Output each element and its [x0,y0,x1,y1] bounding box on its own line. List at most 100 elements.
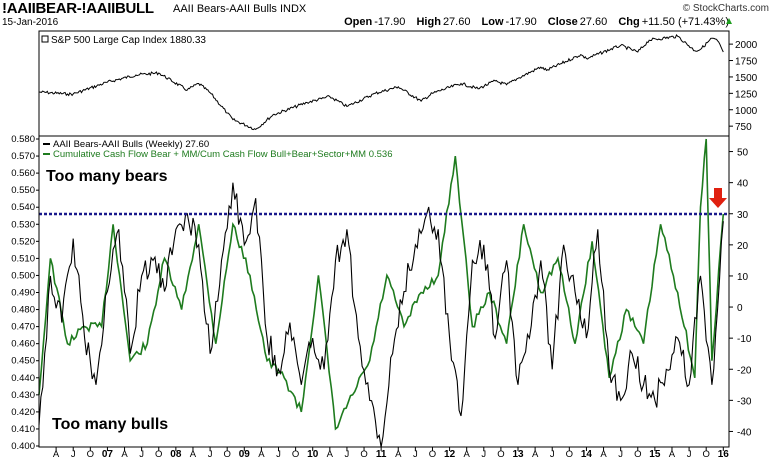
x-tick-label: 13 [512,449,524,460]
top-y-tick-label: 2000 [735,40,758,51]
annotation-too-many-bulls: Too many bulls [52,416,168,433]
sp500-panel: 750 1000 1250 1500 1750 2000 S&P 500 Large Cap… [38,33,758,133]
top-y-tick-label: 750 [735,122,752,133]
x-tick-label: O [360,449,367,460]
x-tick-label: J [550,449,555,460]
x-tick-label: J [208,449,213,460]
right-y-tick-label: -30 [737,396,752,407]
x-tick-label: J [687,449,692,460]
bottom-panel-frame [38,135,730,448]
left-y-tick-label: 0.450 [11,356,35,367]
x-tick-label: A [600,449,607,460]
x-tick-label: 15 [649,449,661,460]
x-tick-label: O [87,449,94,460]
top-y-tick-label: 1750 [735,57,758,68]
x-tick-label: 09 [239,449,251,460]
x-tick-label: A [190,449,197,460]
copyright-label[interactable]: © StockCharts.com [682,3,769,14]
left-y-tick-label: 0.520 [11,236,35,247]
x-tick-label: A [464,449,471,460]
x-tick-label: 11 [376,449,387,460]
x-tick-label: J [139,449,144,460]
right-y-tick-label: -10 [737,334,752,345]
left-y-tick-label: 0.570 [11,151,35,162]
x-tick-label: 12 [444,449,456,460]
x-tick-label: O [429,449,436,460]
right-y-tick-label: -40 [737,427,752,438]
x-tick-label: A [258,449,265,460]
open-label: Open [344,16,373,28]
chart-symbol-title: !AAIIBEAR-!AAIIBULL [2,0,154,17]
right-y-tick-label: -20 [737,365,752,376]
x-tick-label: 10 [307,449,319,460]
close-value: 27.60 [579,16,608,28]
x-tick-label: A [532,449,539,460]
close-label: Close [547,16,578,28]
left-y-tick-label: 0.550 [11,185,35,196]
sp500-series-line [38,33,724,131]
x-tick-label: J [71,449,76,460]
x-tick-label: A [669,449,676,460]
right-y-tick-label: 40 [737,179,749,190]
low-value: -17.90 [505,16,537,28]
cash-flow-series-line [38,138,725,431]
x-tick-label: J [413,449,418,460]
ohlc-readout: Open -17.90 High 27.60 Low -17.90 Close 27.6… [344,16,737,28]
left-y-tick-label: 0.410 [11,424,35,435]
x-tick-label: 16 [718,449,730,460]
left-y-tick-label: 0.560 [11,168,35,179]
high-label: High [416,16,441,28]
low-label: Low [481,16,504,28]
x-tick-label: 08 [170,449,182,460]
x-tick-label: J [481,449,486,460]
left-y-tick-label: 0.580 [11,134,35,145]
top-legend-swatch [41,35,49,43]
chg-value: +11.50 (+71.43%) [641,16,729,28]
left-y-tick-label: 0.470 [11,322,35,333]
x-tick-label: O [566,449,573,460]
top-y-tick-label: 1500 [735,73,758,84]
right-y-tick-label: 0 [737,303,743,314]
open-value: -17.90 [374,16,406,28]
x-tick-label: 07 [102,449,114,460]
top-y-tick-label: 1000 [735,106,758,117]
left-y-tick-label: 0.490 [11,288,35,299]
x-tick-label: A [53,449,60,460]
x-tick-label: A [395,449,402,460]
chart-description: AAII Bears-AAII Bulls INDX [173,3,307,15]
x-tick-label: J [345,449,350,460]
x-tick-label: O [292,449,299,460]
red-down-arrow-icon [709,188,727,209]
left-y-tick-label: 0.510 [11,253,35,264]
right-y-tick-label: 10 [737,272,749,283]
right-y-tick-label: 20 [737,241,749,252]
top-y-tick-label: 1250 [735,89,758,100]
x-tick-label: O [497,449,504,460]
left-y-tick-label: 0.420 [11,407,35,418]
top-legend-entry: S&P 500 Large Cap Index 1880.33 [51,35,206,46]
high-value: 27.60 [442,16,471,28]
right-y-tick-label: 50 [737,148,749,159]
x-tick-label: A [327,449,334,460]
chg-label: Chg [618,16,640,28]
right-y-tick-label: 30 [737,210,749,221]
legend-entry: AAII Bears-AAII Bulls (Weekly) 27.60 [53,139,209,150]
left-y-tick-label: 0.480 [11,305,35,316]
chart-date: 15-Jan-2016 [2,17,59,28]
x-tick-label: O [223,449,230,460]
x-tick-label: O [702,449,709,460]
left-y-tick-label: 0.400 [11,441,35,452]
bears-bulls-series-line [38,182,724,448]
x-tick-label: J [618,449,623,460]
left-y-tick-label: 0.500 [11,270,35,281]
x-tick-label: O [634,449,641,460]
left-y-tick-label: 0.530 [11,219,35,230]
sentiment-panel: 0.400 0.410 0.420 0.430 0.440 0.450 0.460 0.470… [11,134,752,460]
legend-entry: Cumulative Cash Flow Bear + MM/Cum Cash … [53,149,393,160]
left-y-tick-label: 0.430 [11,390,35,401]
x-tick-label: O [155,449,162,460]
x-tick-label: A [121,449,128,460]
left-y-tick-label: 0.460 [11,339,35,350]
left-y-tick-label: 0.440 [11,373,35,384]
